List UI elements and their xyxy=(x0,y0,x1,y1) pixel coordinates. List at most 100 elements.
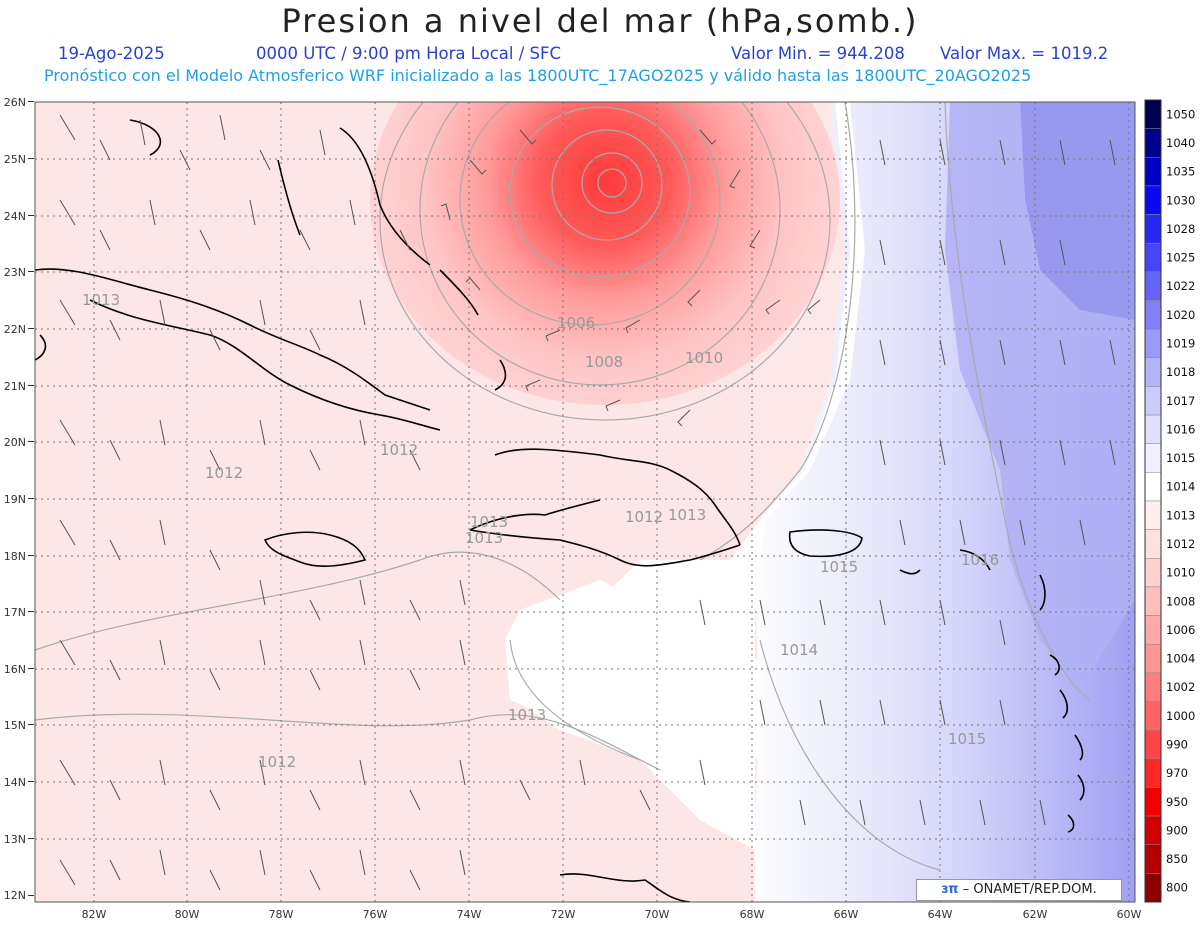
lat-label: 17N xyxy=(4,606,26,619)
colorbar-swatch xyxy=(1144,787,1162,817)
contour-label: 1013 xyxy=(82,291,120,309)
lat-label: 13N xyxy=(4,833,26,846)
colorbar-label: 1002 xyxy=(1166,680,1195,694)
lon-label: 82W xyxy=(82,908,107,921)
puerto-rico-coast xyxy=(788,529,863,558)
colorbar-label: 850 xyxy=(1166,852,1188,866)
colorbar-label: 970 xyxy=(1166,766,1188,780)
colorbar-label: 1014 xyxy=(1166,480,1195,494)
contour-label: 1015 xyxy=(948,730,986,748)
colorbar-label: 1000 xyxy=(1166,709,1195,723)
lon-label: 74W xyxy=(457,908,482,921)
isobars xyxy=(35,102,1091,871)
colorbar-swatch xyxy=(1144,586,1162,616)
lon-label: 70W xyxy=(645,908,670,921)
colorbar-label: 1017 xyxy=(1166,394,1195,408)
colorbar-swatch xyxy=(1144,815,1162,845)
colorbar-label: 1020 xyxy=(1166,308,1195,322)
lat-label: 14N xyxy=(4,776,26,789)
colorbar-label: 1028 xyxy=(1166,222,1195,236)
lat-label: 26N xyxy=(4,96,26,109)
forecast-date: 19-Ago-2025 xyxy=(58,44,165,63)
colorbar-label: 1016 xyxy=(1166,422,1195,436)
colorbar-swatch xyxy=(1144,873,1162,903)
colorbar-swatch xyxy=(1144,386,1162,416)
colorbar-swatch xyxy=(1144,672,1162,702)
colorbar-swatch xyxy=(1144,500,1162,530)
contour-label: 1012 xyxy=(625,508,663,526)
lat-label: 23N xyxy=(4,266,26,279)
lat-label: 12N xyxy=(4,889,26,902)
cuba-coast xyxy=(35,268,431,411)
max-value: Valor Max. = 1019.2 xyxy=(940,44,1109,63)
latitude-ticks xyxy=(28,101,34,896)
andros-coast xyxy=(277,159,301,236)
contour-label: 1013 xyxy=(465,529,503,547)
contour-label: 1015 xyxy=(820,558,858,576)
credit-box: ɜπ – ONAMET/REP.DOM. xyxy=(916,879,1122,901)
colorbar-swatch xyxy=(1144,328,1162,359)
colorbar-label: 1008 xyxy=(1166,594,1195,608)
lat-label: 15N xyxy=(4,719,26,732)
coastlines xyxy=(35,119,1085,902)
colorbar-swatch xyxy=(1144,844,1162,874)
colorbar-label: 1050 xyxy=(1166,107,1195,121)
contour-label: 1014 xyxy=(780,641,818,659)
colorbar-swatch xyxy=(1144,185,1162,215)
colorbar-label: 900 xyxy=(1166,823,1188,837)
colorbar-swatch xyxy=(1144,615,1162,645)
colorbar-label: 1030 xyxy=(1166,193,1195,207)
hispaniola-coast xyxy=(469,448,741,567)
contour-labels: 1006 1008 1010 1012 1012 1012 1013 1013 … xyxy=(82,291,999,771)
colorbar-label: 1010 xyxy=(1166,566,1195,580)
lat-label: 19N xyxy=(4,493,26,506)
colorbar-label: 1025 xyxy=(1166,251,1195,265)
colorbar-swatch xyxy=(1144,271,1162,301)
lat-label: 25N xyxy=(4,153,26,166)
lon-label: 76W xyxy=(363,908,388,921)
colorbar-swatch xyxy=(1144,758,1162,788)
lon-label: 64W xyxy=(928,908,953,921)
contour-label: 1013 xyxy=(508,706,546,724)
colorbar-swatch xyxy=(1144,701,1162,731)
colorbar-swatch xyxy=(1144,99,1162,129)
colorbar-label: 990 xyxy=(1166,737,1188,751)
colorbar-swatch xyxy=(1144,300,1162,330)
lat-label: 20N xyxy=(4,436,26,449)
map-frame xyxy=(34,101,1136,903)
onamet-logo: ɜπ xyxy=(941,882,959,897)
latitude-labels: 26N 25N 24N 23N 22N 21N 20N 19N 18N 17N … xyxy=(4,96,26,902)
colorbar-label: 1012 xyxy=(1166,537,1195,551)
colorbar-label: 1040 xyxy=(1166,136,1195,150)
lon-label: 80W xyxy=(175,908,200,921)
colorbar-swatch xyxy=(1144,729,1162,760)
forecast-time: 0000 UTC / 9:00 pm Hora Local / SFC xyxy=(256,44,562,63)
contour-label: 1013 xyxy=(668,506,706,524)
colorbar-swatch xyxy=(1144,157,1162,187)
min-value: Valor Min. = 944.208 xyxy=(731,44,905,63)
colorbar-label: 1006 xyxy=(1166,623,1195,637)
wind-barbs xyxy=(59,114,1116,891)
lat-label: 16N xyxy=(4,663,26,676)
lon-label: 66W xyxy=(834,908,859,921)
credit-text: – ONAMET/REP.DOM. xyxy=(962,882,1097,897)
hurricane-low-pressure xyxy=(370,102,840,405)
chart-title: Presion a nivel del mar (hPa,somb.) xyxy=(281,2,919,40)
lat-label: 21N xyxy=(4,380,26,393)
colorbar-swatch xyxy=(1144,529,1162,559)
colorbar-swatch xyxy=(1144,643,1162,674)
colorbar: 1050 1040 1035 1030 1028 1025 1022 1020 1019 1018… xyxy=(1144,99,1195,903)
contour-label: 1016 xyxy=(961,551,999,569)
contour-label: 1013 xyxy=(470,513,508,531)
colorbar-label: 1019 xyxy=(1166,336,1195,350)
colorbar-label: 950 xyxy=(1166,795,1188,809)
colorbar-swatch xyxy=(1144,128,1162,158)
jamaica-coast xyxy=(263,531,367,567)
contour-label: 1008 xyxy=(585,353,623,371)
colorbar-swatch xyxy=(1144,242,1162,273)
colorbar-swatch xyxy=(1144,443,1162,473)
colorbar-label: 1018 xyxy=(1166,365,1195,379)
colorbar-label: 800 xyxy=(1166,881,1188,895)
contour-label: 1006 xyxy=(557,314,595,332)
